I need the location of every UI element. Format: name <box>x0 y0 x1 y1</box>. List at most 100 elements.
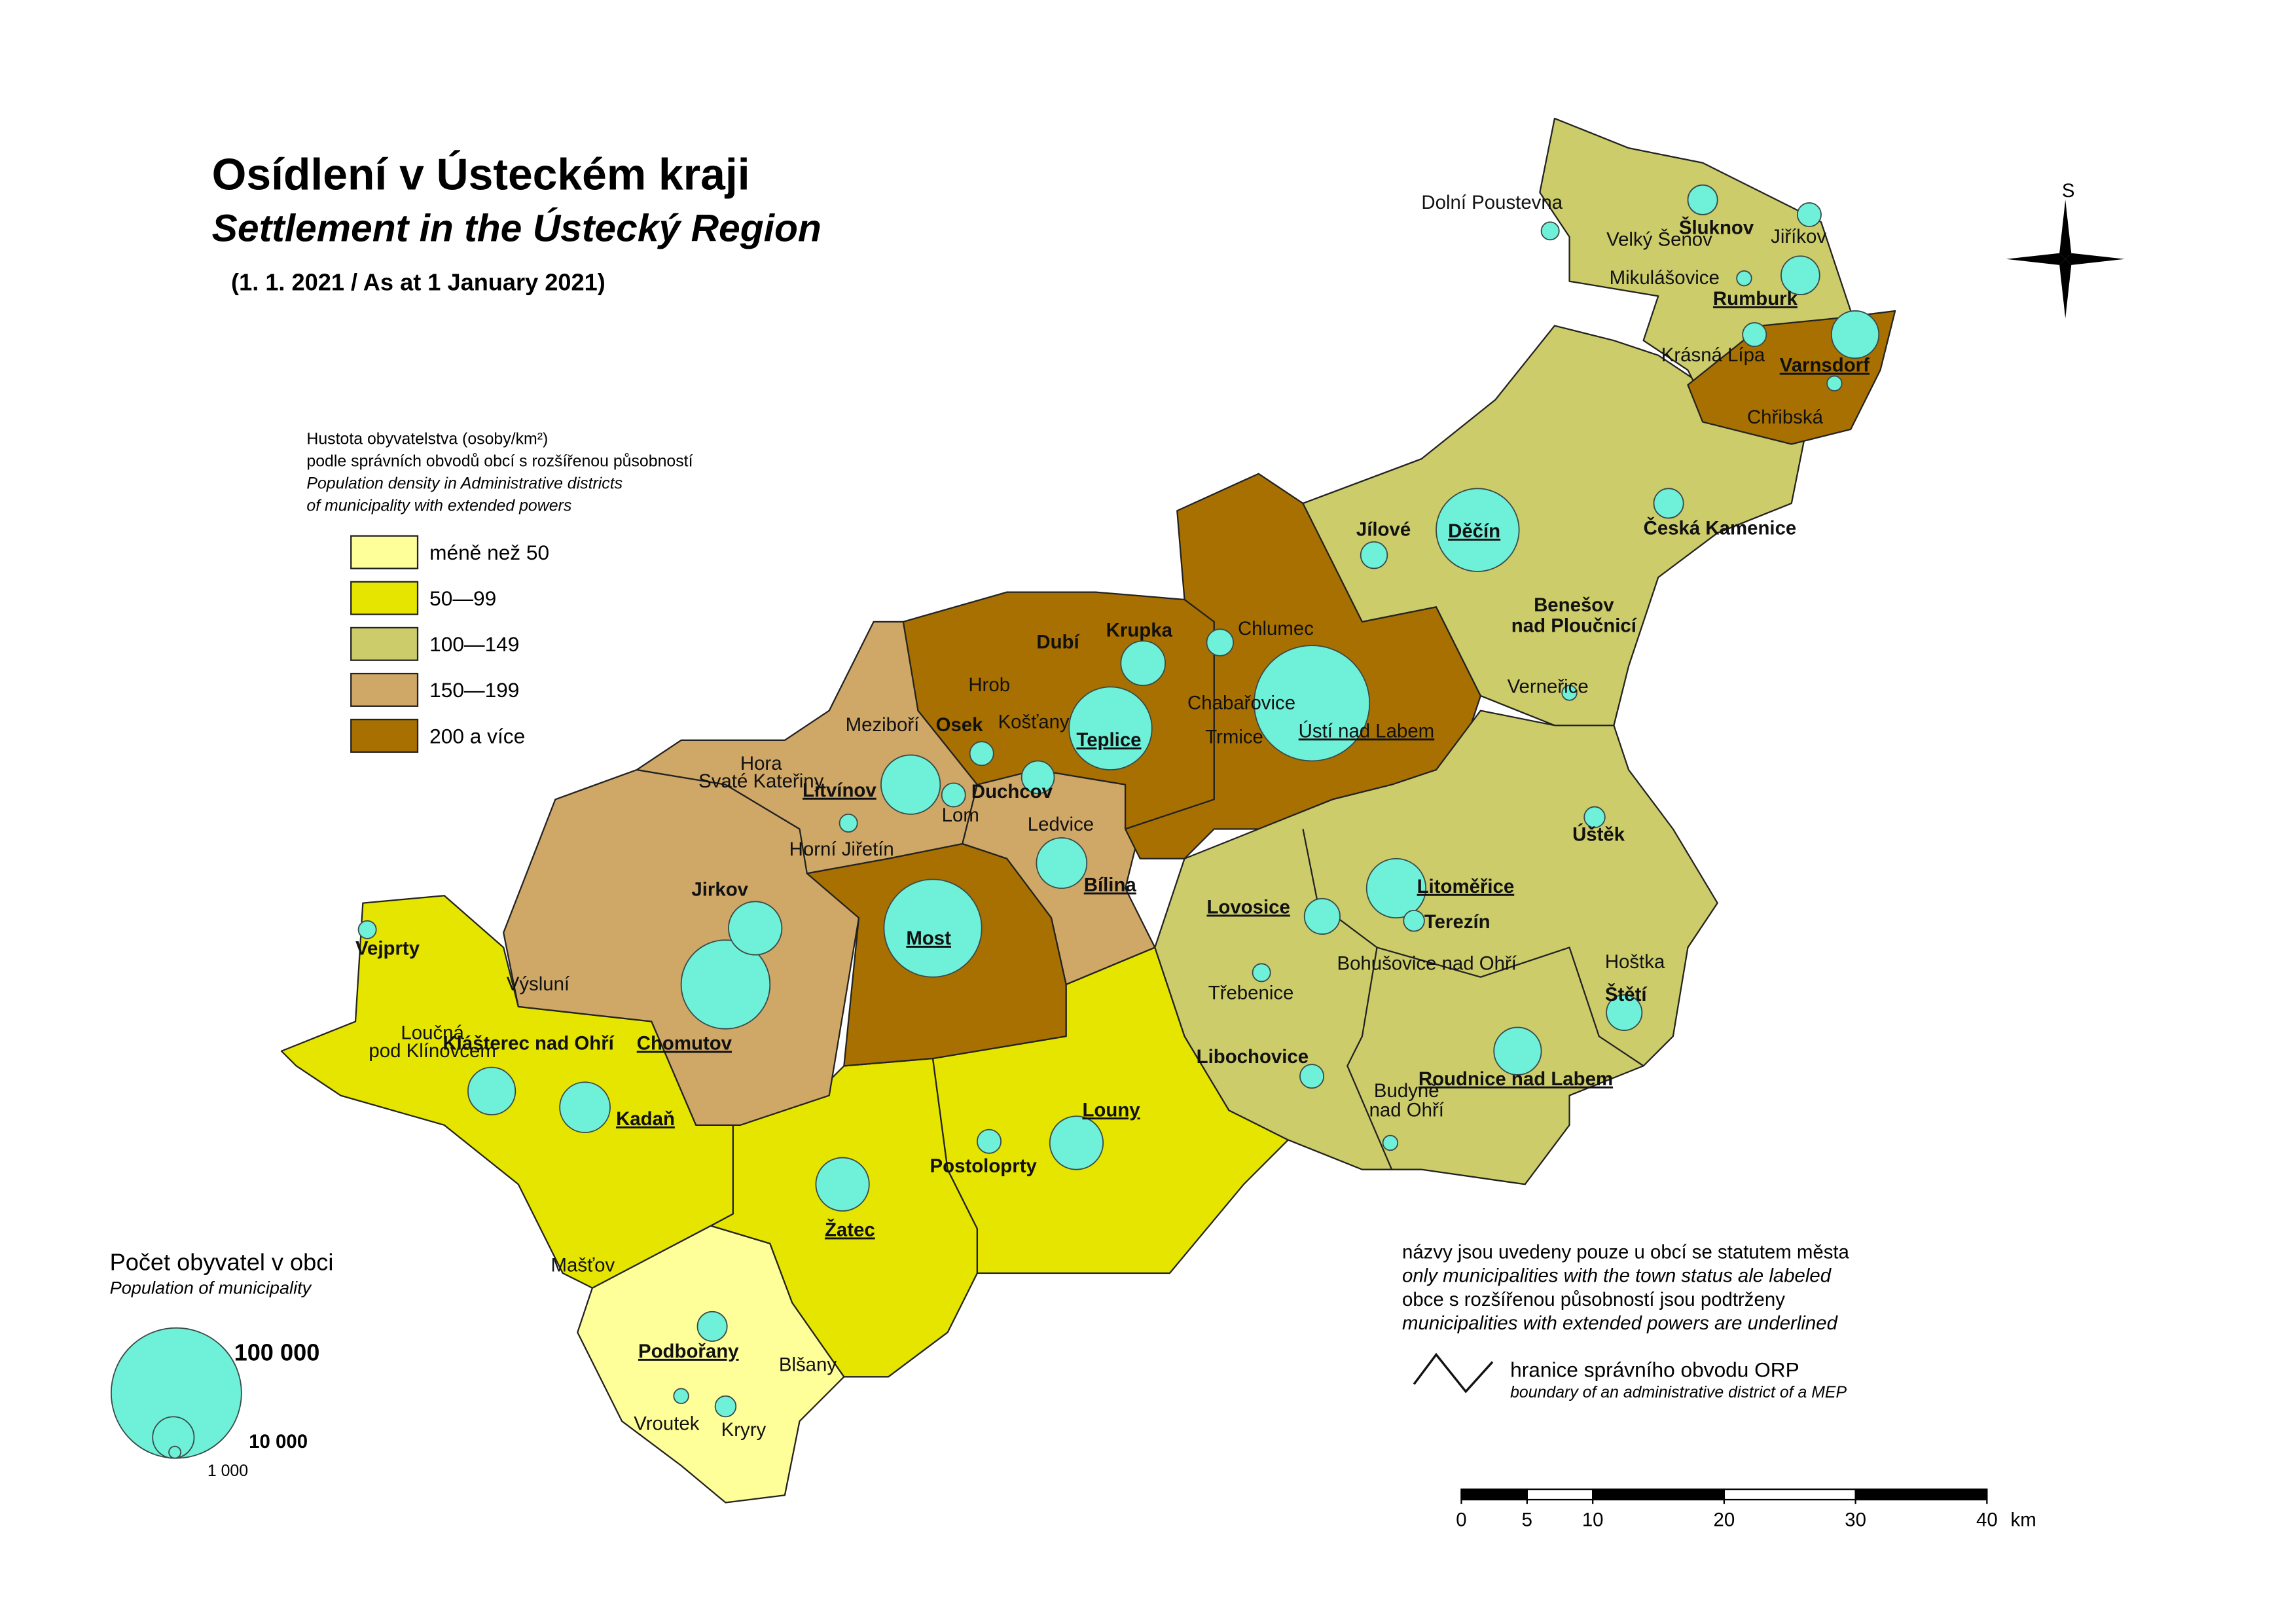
place-label: Blšany <box>779 1354 837 1375</box>
population-circle <box>1253 645 1371 762</box>
compass-label: S <box>2062 180 2075 202</box>
population-circle <box>977 1128 1002 1154</box>
place-label: Štětí <box>1605 983 1648 1005</box>
notes: názvy jsou uvedeny pouze u obcí se statu… <box>1402 1241 1850 1334</box>
place-label: Třebenice <box>1208 983 1294 1004</box>
scale-tick-label: 5 <box>1522 1509 1532 1531</box>
place-label: Benešov nad Ploučnicí <box>1511 594 1637 637</box>
place-name-line: Bohušovice nad Ohří <box>1337 952 1517 974</box>
place-name-line: Úštěk <box>1572 823 1625 846</box>
place-label: Dubí <box>1036 632 1079 653</box>
place-label: Podbořany <box>638 1341 739 1362</box>
population-legend-subtitle: Population of municipality <box>110 1278 312 1298</box>
population-circle <box>1780 255 1820 295</box>
population-circle <box>941 782 966 808</box>
place-label: Most <box>906 928 951 949</box>
note: municipalities with extended powers are … <box>1402 1312 1839 1334</box>
compass-arrow <box>2059 259 2072 319</box>
place-label: Bílina <box>1084 874 1137 895</box>
place-label: Litoměřice <box>1417 876 1515 897</box>
density-legend: Hustota obyvatelstva (osoby/km²) podle s… <box>306 429 693 753</box>
place-label: Lovosice <box>1206 896 1290 918</box>
place-label: Chlumec <box>1238 618 1314 640</box>
place-name-line: Postoloprty <box>930 1155 1038 1177</box>
place-name-line: Loučná <box>401 1022 464 1044</box>
population-circle <box>1068 686 1153 770</box>
place-name-line: Libochovice <box>1197 1046 1309 1068</box>
note: only municipalities with the town status… <box>1402 1265 1832 1287</box>
region-decin <box>1302 325 1807 727</box>
place-name-line: Chabařovice <box>1187 692 1295 713</box>
place-label: Velký Šenov <box>1606 228 1712 250</box>
population-circle <box>1021 760 1055 795</box>
place-name-line: Lovosice <box>1206 896 1290 918</box>
place-label: Horní Jiřetín <box>789 839 894 860</box>
population-circle <box>1120 640 1166 687</box>
place-label: Terezín <box>1424 911 1491 933</box>
place-label: Česká Kamenice <box>1644 516 1797 539</box>
legend-circle <box>168 1445 182 1459</box>
compass: S <box>2006 180 2125 319</box>
place-name-line: Kadaň <box>616 1108 675 1130</box>
compass-arrow <box>2006 253 2066 265</box>
place-label: Dolní Poustevna <box>1421 192 1563 213</box>
place-name-line: Louny <box>1082 1099 1140 1121</box>
place-name-line: Kryry <box>721 1419 767 1441</box>
legend-swatch <box>350 719 419 753</box>
place-label: Chomutov <box>637 1032 732 1054</box>
place-name-line: Duchcov <box>971 781 1053 803</box>
scale-segment <box>1460 1489 1528 1501</box>
place-name-line: Chomutov <box>637 1032 732 1054</box>
legend-label: 150—199 <box>429 678 519 702</box>
place-label: Krupka <box>1106 619 1173 641</box>
place-name-line: Osek <box>936 714 984 736</box>
place-name-line: pod Klínovcem <box>369 1040 496 1062</box>
place-label: Ledvice <box>1028 814 1094 835</box>
population-circle <box>696 1310 728 1342</box>
place-name-line: Rumburk <box>1713 288 1798 310</box>
place-labels: Dolní Poustevna Šluknov Jiříkov Velký Šenov… <box>355 192 1870 1441</box>
population-circle <box>883 878 983 978</box>
population-circle <box>1583 806 1606 829</box>
place-label: Budyně nad Ohří <box>1369 1080 1445 1121</box>
place-name-line: Blšany <box>779 1354 837 1375</box>
population-circle <box>1830 310 1880 359</box>
population-circle <box>1796 202 1822 227</box>
population-legend-title: Počet obyvatel v obci <box>110 1248 334 1275</box>
place-label: Chabařovice <box>1187 692 1295 713</box>
density-legend-heading: podle správních obvodů obcí s rozšířenou… <box>306 452 693 470</box>
place-name-line: Vejprty <box>355 938 420 960</box>
place-label: Rumburk <box>1713 288 1798 310</box>
place-label: Jiříkov <box>1771 226 1826 247</box>
place-name-line: Varnsdorf <box>1780 355 1870 376</box>
density-legend-heading: of municipality with extended powers <box>306 496 571 514</box>
place-label: Žatec <box>825 1218 875 1240</box>
scale-bar: 0 5 10 20 30 40 km <box>1456 1489 2036 1531</box>
place-name-line: Roudnice nad Labem <box>1419 1068 1613 1090</box>
population-circle <box>815 1157 870 1212</box>
scale-tick-label: 40 <box>1976 1509 1998 1531</box>
place-label: Šluknov <box>1679 216 1754 238</box>
population-legend-label: 100 000 <box>234 1339 320 1365</box>
place-label: Mikulášovice <box>1610 267 1720 289</box>
place-name-line: Teplice <box>1076 729 1141 751</box>
legend-label: 100—149 <box>429 632 519 656</box>
place-name-line: Budyně <box>1374 1080 1439 1102</box>
population-legend: Počet obyvatel v obci Population of muni… <box>110 1248 334 1479</box>
place-name-line: Žatec <box>825 1218 875 1240</box>
place-name-line: nad Ploučnicí <box>1511 615 1637 637</box>
population-circle <box>680 939 771 1030</box>
place-name-line: Chřibská <box>1747 406 1824 428</box>
population-circle <box>1826 375 1843 391</box>
place-name-line: Most <box>906 928 951 949</box>
population-circle <box>1206 628 1235 657</box>
boundary-legend: hranice správního obvodu ORP boundary of… <box>1413 1352 1847 1401</box>
place-name-line: Ústí nad Labem <box>1299 720 1435 742</box>
place-name-line: Česká Kamenice <box>1644 516 1797 539</box>
place-label: Bohušovice nad Ohří <box>1337 952 1517 974</box>
place-label: Hoštka <box>1605 951 1665 973</box>
place-label: Lom <box>942 804 979 826</box>
note: názvy jsou uvedeny pouze u obcí se statu… <box>1402 1241 1850 1263</box>
place-name-line: Benešov <box>1534 594 1614 616</box>
population-circle <box>1299 1064 1325 1089</box>
